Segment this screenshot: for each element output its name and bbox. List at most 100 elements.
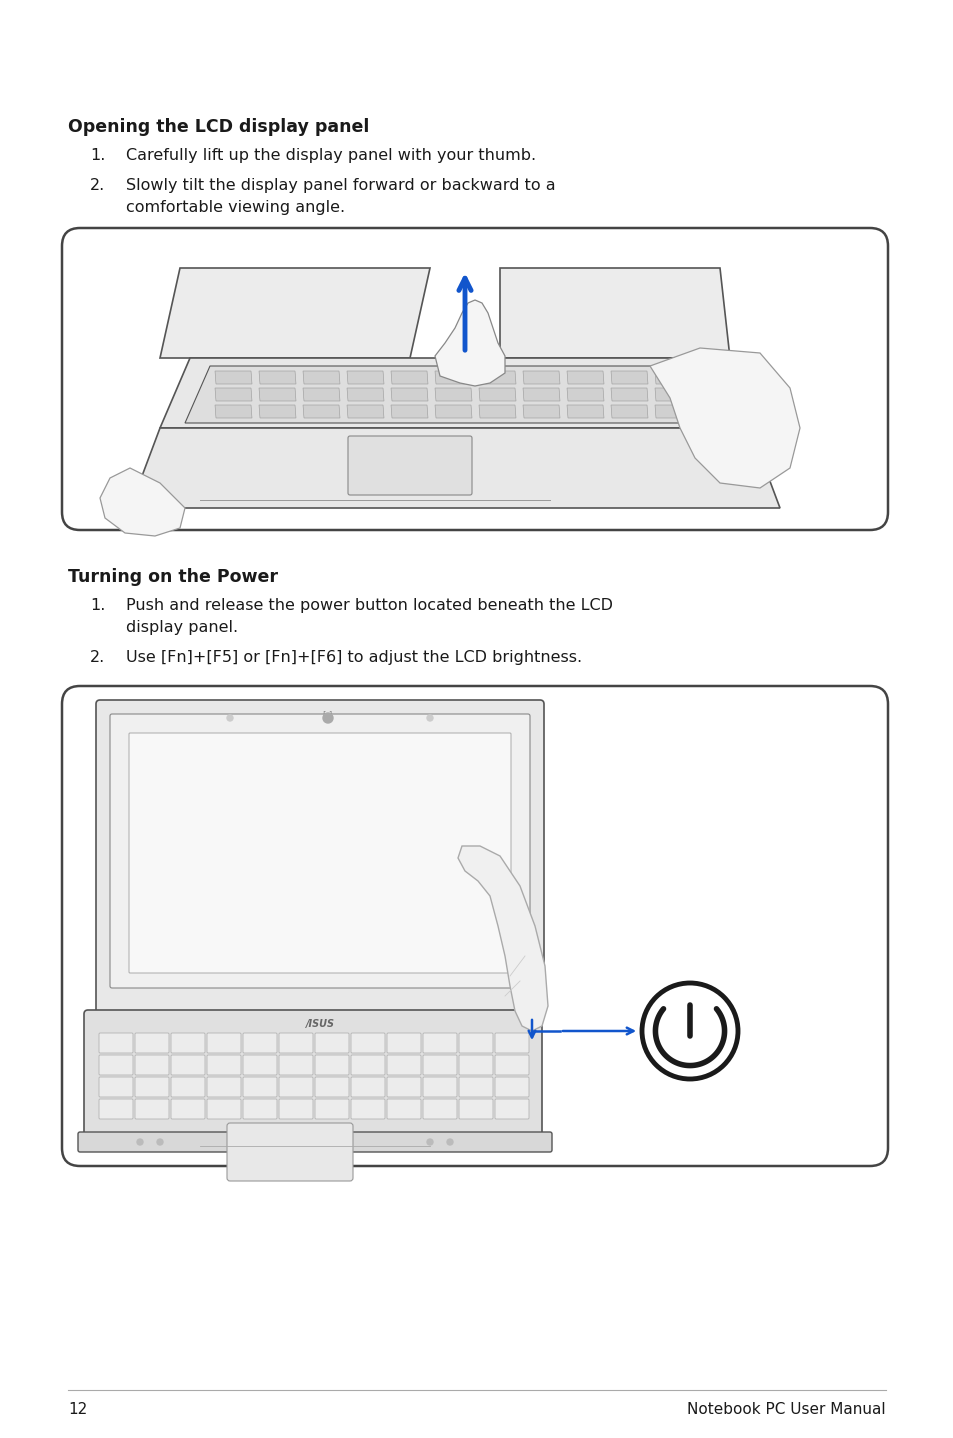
Circle shape [323,713,333,723]
FancyBboxPatch shape [99,1055,132,1076]
Polygon shape [478,406,516,418]
Polygon shape [347,406,384,418]
Text: 2.: 2. [90,650,105,664]
FancyBboxPatch shape [314,1032,349,1053]
FancyBboxPatch shape [84,1009,541,1137]
Polygon shape [214,388,252,401]
Polygon shape [499,267,729,358]
FancyBboxPatch shape [129,733,511,974]
Polygon shape [435,371,472,384]
Polygon shape [185,367,704,423]
FancyBboxPatch shape [387,1077,420,1097]
Polygon shape [130,429,780,508]
Text: Carefully lift up the display panel with your thumb.: Carefully lift up the display panel with… [126,148,536,162]
FancyBboxPatch shape [243,1032,276,1053]
FancyBboxPatch shape [278,1032,313,1053]
Polygon shape [566,406,603,418]
FancyBboxPatch shape [314,1055,349,1076]
Polygon shape [457,846,547,1031]
FancyBboxPatch shape [387,1099,420,1119]
Text: [ ]: [ ] [323,710,333,719]
FancyBboxPatch shape [351,1055,385,1076]
Text: 12: 12 [68,1402,87,1416]
Polygon shape [649,348,800,487]
FancyBboxPatch shape [110,715,530,988]
FancyBboxPatch shape [207,1055,241,1076]
Polygon shape [258,388,295,401]
FancyBboxPatch shape [207,1032,241,1053]
FancyBboxPatch shape [227,1123,353,1181]
FancyBboxPatch shape [207,1099,241,1119]
Polygon shape [566,371,603,384]
FancyBboxPatch shape [99,1099,132,1119]
FancyBboxPatch shape [135,1032,169,1053]
FancyBboxPatch shape [78,1132,552,1152]
Polygon shape [303,371,339,384]
FancyBboxPatch shape [135,1077,169,1097]
Text: /ISUS: /ISUS [305,1020,335,1030]
FancyBboxPatch shape [99,1077,132,1097]
Polygon shape [435,406,472,418]
FancyBboxPatch shape [351,1077,385,1097]
Circle shape [157,1139,163,1145]
Polygon shape [391,388,428,401]
FancyBboxPatch shape [96,700,543,1018]
FancyBboxPatch shape [278,1055,313,1076]
Polygon shape [214,406,252,418]
FancyBboxPatch shape [458,1077,493,1097]
Polygon shape [655,371,691,384]
FancyBboxPatch shape [458,1099,493,1119]
FancyBboxPatch shape [422,1032,456,1053]
Circle shape [427,715,433,720]
FancyBboxPatch shape [135,1055,169,1076]
Polygon shape [435,301,504,385]
Text: Opening the LCD display panel: Opening the LCD display panel [68,118,369,137]
FancyBboxPatch shape [99,1032,132,1053]
Polygon shape [478,388,516,401]
FancyBboxPatch shape [495,1055,529,1076]
Polygon shape [610,371,647,384]
Circle shape [641,984,738,1078]
FancyBboxPatch shape [422,1099,456,1119]
FancyBboxPatch shape [495,1099,529,1119]
Polygon shape [347,388,384,401]
Polygon shape [160,267,430,358]
Text: display panel.: display panel. [126,620,238,636]
Polygon shape [303,406,339,418]
FancyBboxPatch shape [243,1055,276,1076]
Polygon shape [391,371,428,384]
Polygon shape [435,388,472,401]
Polygon shape [258,406,295,418]
Text: comfortable viewing angle.: comfortable viewing angle. [126,200,345,216]
Polygon shape [214,371,252,384]
Polygon shape [391,406,428,418]
FancyBboxPatch shape [135,1099,169,1119]
Text: 1.: 1. [90,598,105,613]
Polygon shape [655,388,691,401]
Text: Slowly tilt the display panel forward or backward to a: Slowly tilt the display panel forward or… [126,178,555,193]
FancyBboxPatch shape [171,1077,205,1097]
FancyBboxPatch shape [171,1099,205,1119]
FancyBboxPatch shape [387,1055,420,1076]
Polygon shape [655,406,691,418]
Text: 2.: 2. [90,178,105,193]
Polygon shape [100,467,185,536]
FancyBboxPatch shape [351,1099,385,1119]
FancyBboxPatch shape [387,1032,420,1053]
FancyBboxPatch shape [171,1032,205,1053]
FancyBboxPatch shape [278,1077,313,1097]
FancyBboxPatch shape [351,1032,385,1053]
Text: Use [Fn]+[F5] or [Fn]+[F6] to adjust the LCD brightness.: Use [Fn]+[F5] or [Fn]+[F6] to adjust the… [126,650,581,664]
Circle shape [227,715,233,720]
FancyBboxPatch shape [458,1032,493,1053]
FancyBboxPatch shape [422,1055,456,1076]
Polygon shape [478,371,516,384]
FancyBboxPatch shape [314,1099,349,1119]
Circle shape [447,1139,453,1145]
Text: Notebook PC User Manual: Notebook PC User Manual [687,1402,885,1416]
Text: Turning on the Power: Turning on the Power [68,568,277,587]
Polygon shape [347,371,384,384]
Text: 1.: 1. [90,148,105,162]
FancyBboxPatch shape [458,1055,493,1076]
FancyBboxPatch shape [348,436,472,495]
